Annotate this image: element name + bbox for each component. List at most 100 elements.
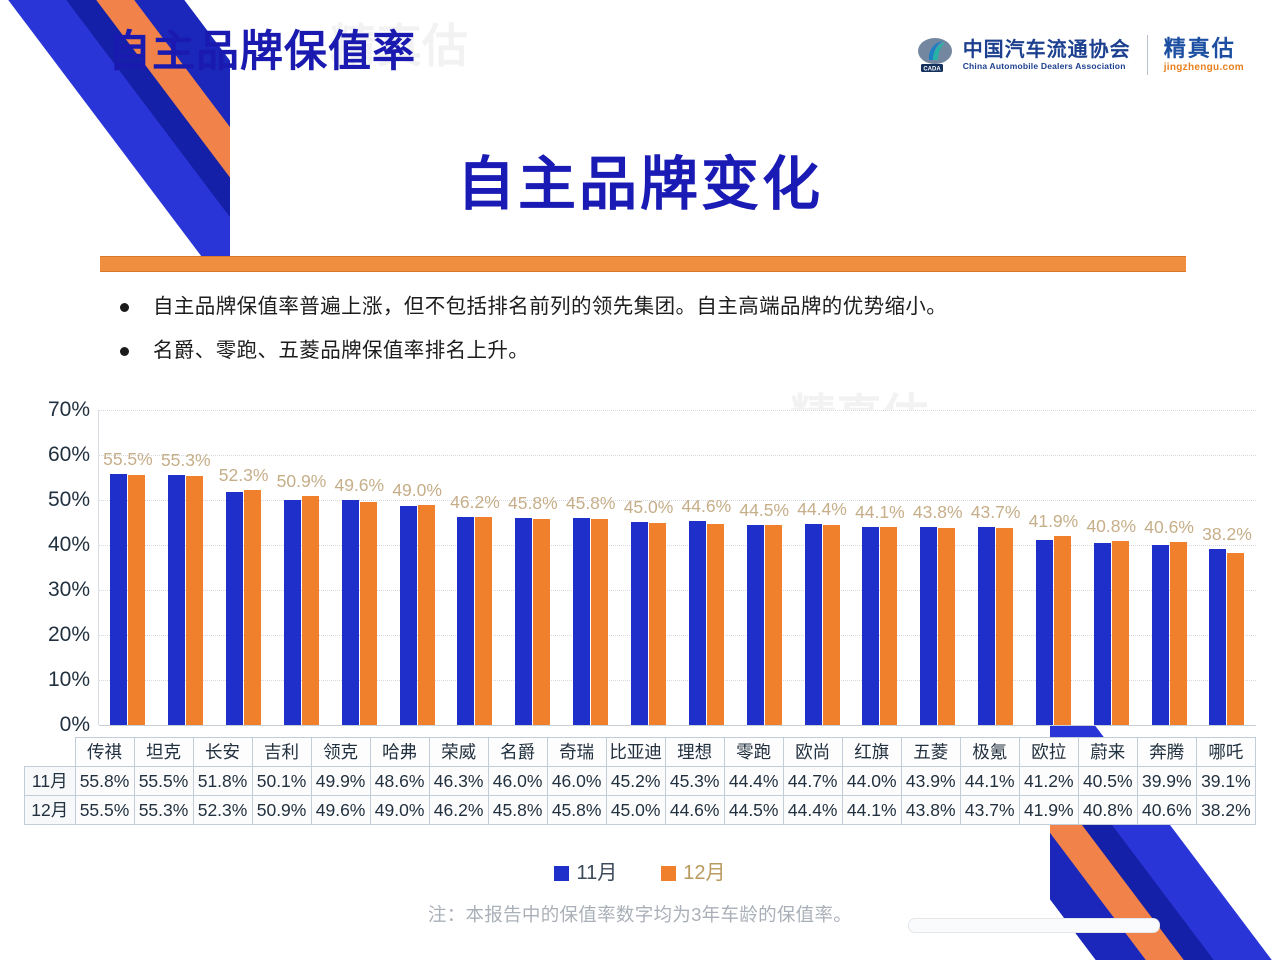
- bar-value-label: 43.7%: [970, 501, 1021, 522]
- legend-item-nov[interactable]: 11月: [554, 862, 617, 884]
- bar-dec[interactable]: [301, 495, 319, 725]
- bar-nov[interactable]: [1209, 549, 1227, 725]
- table-cell: 45.2%: [605, 766, 666, 796]
- bar-group[interactable]: 52.3%: [215, 410, 273, 725]
- bar-nov[interactable]: [283, 499, 301, 725]
- bar-dec[interactable]: [591, 518, 609, 725]
- y-axis-tick-label: 0%: [59, 713, 90, 736]
- y-axis-tick-label: 20%: [47, 623, 90, 646]
- bar-value-label: 50.9%: [276, 470, 327, 491]
- bar-group[interactable]: 45.8%: [504, 410, 562, 725]
- table-cell: 45.8%: [487, 795, 548, 825]
- table-cell: 44.5%: [723, 795, 784, 825]
- bar-nov[interactable]: [978, 526, 996, 725]
- bar-value-label: 40.6%: [1144, 517, 1194, 538]
- table-row-header: 12月: [24, 795, 76, 825]
- bar-nov[interactable]: [804, 523, 822, 725]
- bar-dec[interactable]: [359, 501, 377, 725]
- bar-nov[interactable]: [226, 491, 244, 725]
- bar-dec[interactable]: [880, 526, 898, 725]
- bar-dec[interactable]: [128, 475, 146, 725]
- bar-group[interactable]: 44.4%: [793, 410, 851, 725]
- bar-group[interactable]: 45.8%: [562, 410, 620, 725]
- legend-label: 11月: [576, 862, 618, 884]
- bar-dec[interactable]: [1111, 541, 1129, 725]
- bar-group[interactable]: 50.9%: [273, 410, 331, 725]
- bar-nov[interactable]: [920, 527, 938, 725]
- bar-group[interactable]: 38.2%: [1198, 410, 1256, 725]
- bar-nov[interactable]: [110, 473, 128, 725]
- table-row: 11月 55.8% 55.5% 51.8% 50.1% 49.9% 48.6% 46.3% 46…: [24, 766, 1257, 796]
- bar-group[interactable]: 46.2%: [446, 410, 504, 725]
- bar-nov[interactable]: [573, 518, 591, 725]
- table-column-header: 荣威: [428, 737, 489, 767]
- bar-dec[interactable]: [649, 522, 667, 725]
- bar-dec[interactable]: [1227, 553, 1245, 725]
- table-cell: 41.2%: [1018, 766, 1079, 796]
- bar-group[interactable]: 40.8%: [1082, 410, 1140, 725]
- bar-group[interactable]: 49.0%: [388, 410, 446, 725]
- slide-title: 自主品牌变化: [456, 152, 823, 217]
- table-cell: 44.7%: [782, 766, 843, 796]
- bar-dec[interactable]: [186, 476, 204, 725]
- bar-group[interactable]: 40.6%: [1140, 410, 1198, 725]
- bar-nov[interactable]: [1035, 539, 1053, 725]
- bar-nov[interactable]: [1151, 545, 1169, 725]
- table-cell: 43.8%: [900, 795, 961, 825]
- bar-nov[interactable]: [168, 475, 186, 725]
- bar-dec[interactable]: [1053, 536, 1071, 725]
- bar-value-label: 45.0%: [623, 496, 674, 517]
- bar-dec[interactable]: [764, 524, 782, 725]
- bar-dec[interactable]: [996, 528, 1014, 725]
- bar-dec[interactable]: [417, 504, 435, 725]
- chart-legend: 11月 12月: [0, 862, 1280, 884]
- bar-nov[interactable]: [515, 518, 533, 725]
- bar-group[interactable]: 55.5%: [99, 410, 157, 725]
- scrollbar[interactable]: [908, 918, 1160, 933]
- table-cell: 44.1%: [959, 766, 1020, 796]
- bar-dec[interactable]: [938, 527, 956, 725]
- bar-group[interactable]: 41.9%: [1025, 410, 1083, 725]
- bar-nov[interactable]: [399, 506, 417, 725]
- bar-dec[interactable]: [1169, 542, 1187, 725]
- bullet-list: 自主品牌保值率普遍上涨，但不包括排名前列的领先集团。自主高端品牌的优势缩小。 名…: [110, 292, 1210, 380]
- table-column-header: 名爵: [487, 737, 548, 767]
- legend-label: 12月: [683, 862, 726, 884]
- bar-group[interactable]: 44.6%: [677, 410, 735, 725]
- bar-dec[interactable]: [822, 525, 840, 725]
- gridline: [99, 725, 1256, 726]
- bar-dec[interactable]: [475, 517, 493, 725]
- bar-group[interactable]: 49.6%: [330, 410, 388, 725]
- bar-nov[interactable]: [746, 525, 764, 725]
- bar-group[interactable]: 43.8%: [909, 410, 967, 725]
- bar-nov[interactable]: [688, 521, 706, 725]
- table-cell: 43.7%: [959, 795, 1020, 825]
- bar-group[interactable]: 43.7%: [967, 410, 1025, 725]
- table-cell: 41.9%: [1018, 795, 1079, 825]
- bar-nov[interactable]: [862, 527, 880, 725]
- bar-nov[interactable]: [341, 500, 359, 725]
- table-body: 11月 55.8% 55.5% 51.8% 50.1% 49.9% 48.6% 46.3% 46…: [24, 766, 1257, 825]
- bar-value-label: 55.5%: [103, 448, 153, 469]
- logo-bar: CADA 中国汽车流通协会 China Automobile Dealers A…: [916, 28, 1244, 82]
- bar-group[interactable]: 44.1%: [851, 410, 909, 725]
- logo-divider: [1146, 35, 1148, 75]
- bar-dec[interactable]: [706, 524, 724, 725]
- bar-dec[interactable]: [244, 489, 262, 725]
- bar-nov[interactable]: [1093, 542, 1111, 725]
- bar-nov[interactable]: [457, 516, 475, 725]
- table-column-header: 坦克: [133, 737, 194, 767]
- bar-group[interactable]: 55.3%: [157, 410, 215, 725]
- table-column-header: 极氪: [959, 737, 1020, 767]
- bar-dec[interactable]: [533, 518, 551, 725]
- cada-name-en: China Automobile Dealers Association: [962, 60, 1126, 71]
- bar-group[interactable]: 45.0%: [620, 410, 678, 725]
- table-cell: 44.6%: [664, 795, 725, 825]
- bar-nov[interactable]: [631, 521, 649, 725]
- legend-item-dec[interactable]: 12月: [661, 862, 726, 884]
- bar-value-label: 45.8%: [508, 493, 558, 513]
- table-column-header: 奔腾: [1136, 737, 1197, 767]
- table-cell: 43.9%: [900, 766, 961, 796]
- bar-group[interactable]: 44.5%: [735, 410, 793, 725]
- table-cell: 49.0%: [369, 795, 430, 825]
